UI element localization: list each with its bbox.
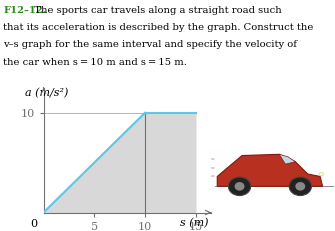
Text: s (m): s (m) <box>180 218 208 228</box>
Ellipse shape <box>319 173 324 176</box>
Ellipse shape <box>289 177 312 196</box>
Ellipse shape <box>228 177 251 196</box>
Text: the car when s = 10 m and s = 15 m.: the car when s = 10 m and s = 15 m. <box>3 58 187 67</box>
Polygon shape <box>44 113 196 213</box>
Ellipse shape <box>295 182 305 191</box>
Text: 0: 0 <box>30 219 38 228</box>
Text: that its acceleration is described by the graph. Construct the: that its acceleration is described by th… <box>3 23 314 32</box>
Text: a (m/s²): a (m/s²) <box>25 88 69 98</box>
Text: F12–12.: F12–12. <box>3 6 47 15</box>
Text: The sports car travels along a straight road such: The sports car travels along a straight … <box>28 6 282 15</box>
Polygon shape <box>279 154 295 164</box>
Text: v–s graph for the same interval and specify the velocity of: v–s graph for the same interval and spec… <box>3 40 297 49</box>
Polygon shape <box>217 154 323 186</box>
Ellipse shape <box>234 182 245 191</box>
